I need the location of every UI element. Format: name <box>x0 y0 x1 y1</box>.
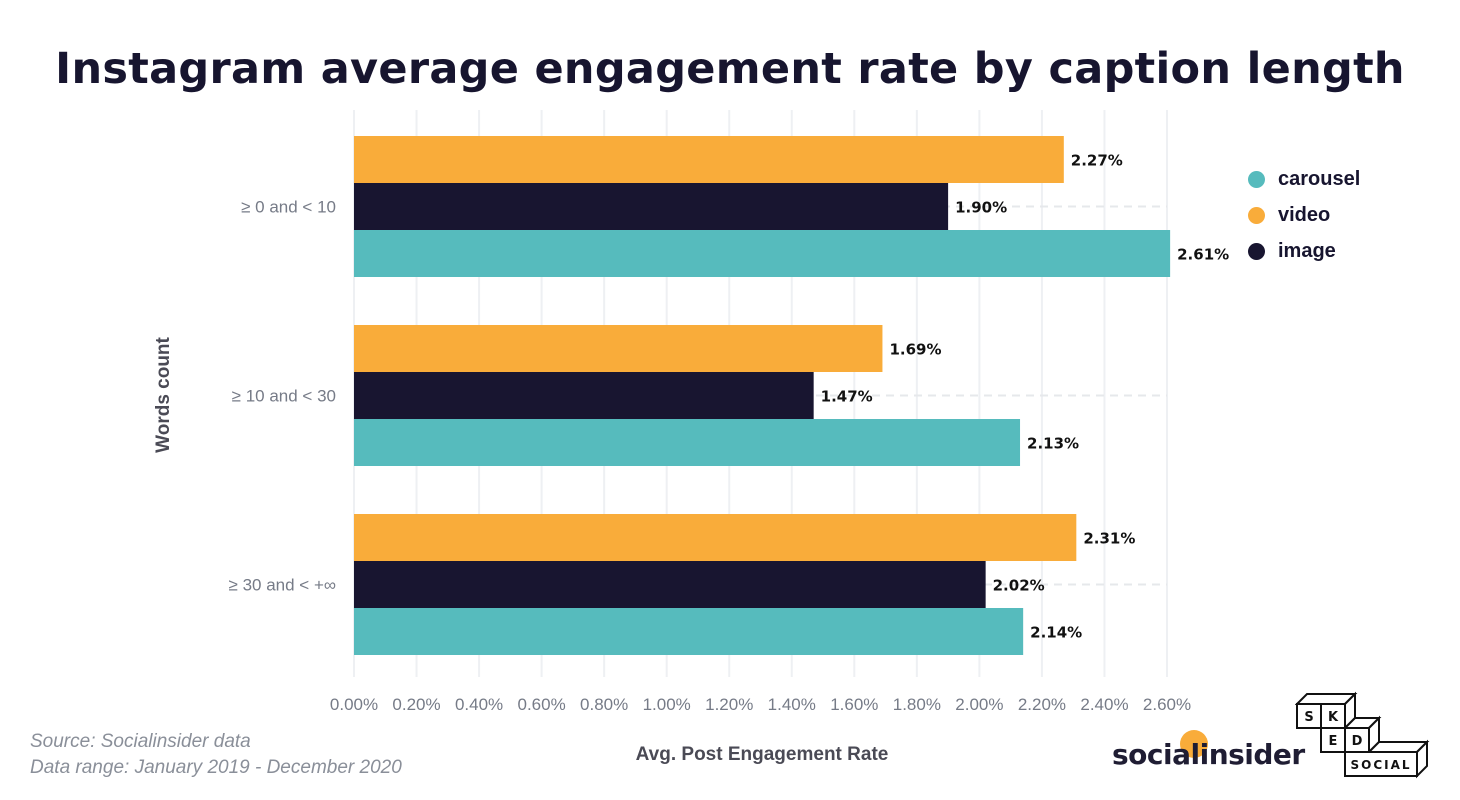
bar-image <box>354 183 949 230</box>
x-tick-label: 1.00% <box>643 695 691 714</box>
y-tick-label: ≥ 30 and < +∞ <box>229 576 336 595</box>
bar-image <box>354 561 986 608</box>
data-label: 2.27% <box>1071 152 1123 170</box>
data-label: 1.69% <box>889 341 941 359</box>
legend-label: carousel <box>1278 168 1361 190</box>
sked-social-logo: S K E D SOCIAL <box>1295 691 1430 779</box>
x-tick-label: 2.20% <box>1018 695 1066 714</box>
y-tick-label: ≥ 0 and < 10 <box>241 198 336 217</box>
sked-letter: D <box>1352 734 1363 749</box>
legend-item-image: image <box>1248 240 1336 263</box>
data-label: 1.90% <box>955 199 1007 217</box>
socialinsider-logo: socialinsider <box>1112 738 1305 771</box>
bar-carousel <box>354 230 1171 277</box>
x-tick-label: 1.60% <box>830 695 878 714</box>
x-tick-label: 1.20% <box>705 695 753 714</box>
legend-label: image <box>1278 240 1336 262</box>
legend-dot-icon <box>1248 243 1265 260</box>
x-tick-label: 1.40% <box>768 695 816 714</box>
x-tick-label: 0.80% <box>580 695 628 714</box>
x-tick-label: 2.60% <box>1143 695 1191 714</box>
sked-letter: S <box>1304 710 1313 725</box>
bar-video <box>354 514 1077 561</box>
data-range-note: Data range: January 2019 - December 2020 <box>30 757 402 778</box>
legend-dot-icon <box>1248 207 1265 224</box>
x-tick-label: 0.20% <box>392 695 440 714</box>
legend-item-video: video <box>1248 204 1330 227</box>
socialinsider-logo-dot-icon <box>1180 730 1208 758</box>
data-label: 2.13% <box>1027 435 1079 453</box>
x-tick-label: 0.40% <box>455 695 503 714</box>
sked-letter: E <box>1329 734 1338 749</box>
sked-letter: K <box>1328 710 1339 725</box>
data-label: 2.31% <box>1083 530 1135 548</box>
bar-video <box>354 136 1064 183</box>
x-tick-label: 0.60% <box>518 695 566 714</box>
chart-title: Instagram average engagement rate by cap… <box>55 44 1405 94</box>
x-axis-label: Avg. Post Engagement Rate <box>635 744 889 765</box>
x-tick-label: 2.40% <box>1080 695 1128 714</box>
data-label: 1.47% <box>821 388 873 406</box>
legend-item-carousel: carousel <box>1248 168 1360 191</box>
data-label: 2.02% <box>993 577 1045 595</box>
sked-word: SOCIAL <box>1350 758 1411 772</box>
y-axis-label: Words count <box>153 337 174 453</box>
source-note: Source: Socialinsider data <box>30 731 251 752</box>
bar-video <box>354 325 883 372</box>
data-label: 2.14% <box>1030 624 1082 642</box>
legend-label: video <box>1278 204 1331 226</box>
legend-dot-icon <box>1248 171 1265 188</box>
x-tick-label: 0.00% <box>330 695 378 714</box>
y-tick-label: ≥ 10 and < 30 <box>232 387 336 406</box>
x-tick-label: 1.80% <box>893 695 941 714</box>
x-tick-label: 2.00% <box>955 695 1003 714</box>
bar-carousel <box>354 608 1024 655</box>
bar-image <box>354 372 814 419</box>
bar-carousel <box>354 419 1021 466</box>
data-label: 2.61% <box>1177 246 1229 264</box>
